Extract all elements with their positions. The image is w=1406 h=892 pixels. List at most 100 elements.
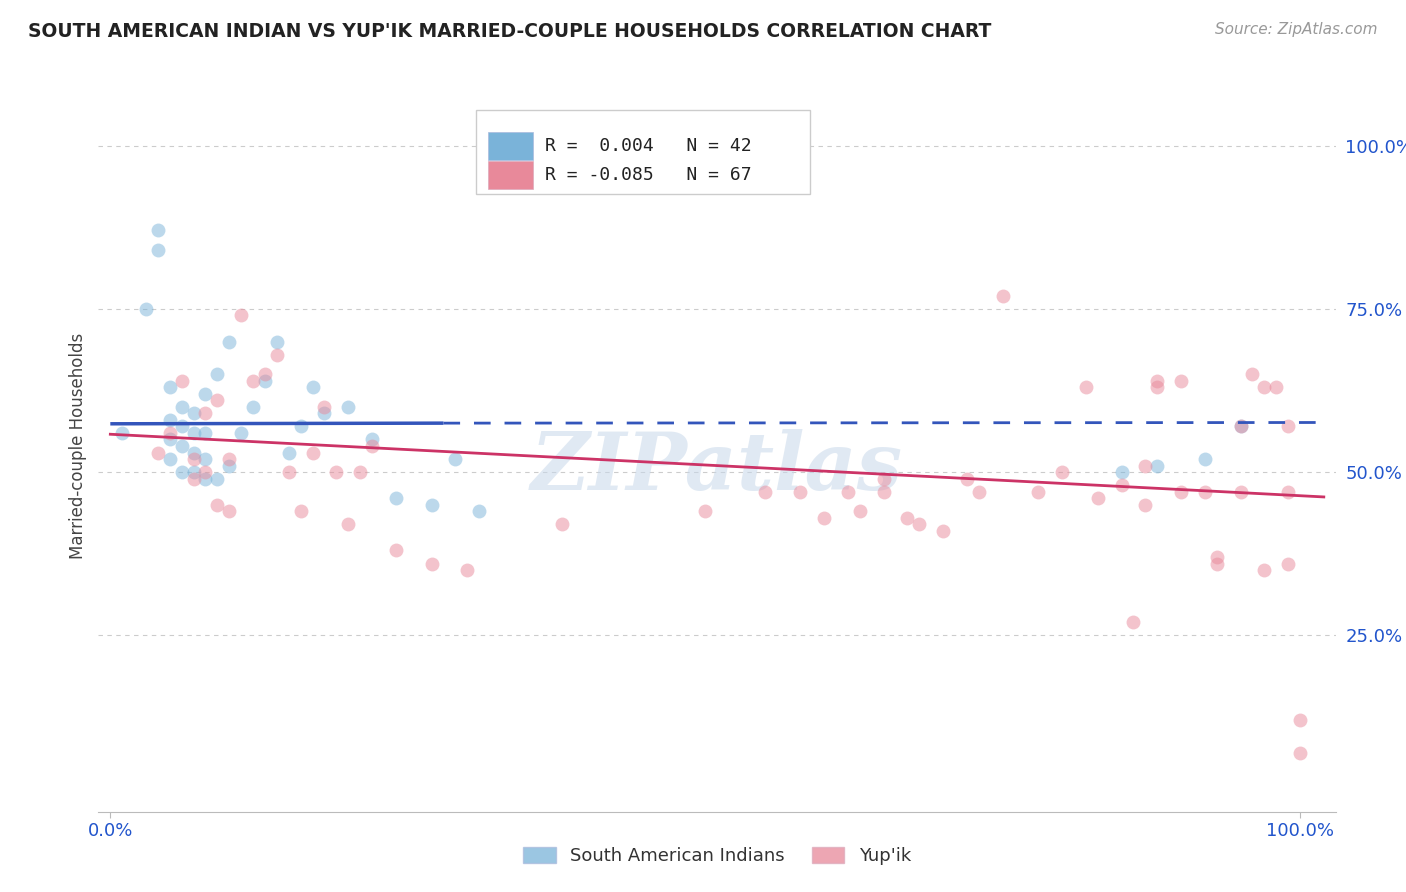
Point [242,374,264,388]
Point [1122,615,1144,630]
Point [183,472,205,486]
Point [1146,374,1168,388]
Point [1241,367,1264,381]
Point [159,452,181,467]
Point [135,301,157,316]
Point [183,452,205,467]
Point [361,433,384,447]
Point [194,452,217,467]
Point [1146,380,1168,394]
Legend: South American Indians, Yup'ik: South American Indians, Yup'ik [516,839,918,872]
Point [385,543,408,558]
Point [1205,549,1227,564]
Point [1277,557,1299,571]
Point [908,517,931,532]
Point [277,445,299,459]
Point [146,243,169,257]
Text: SOUTH AMERICAN INDIAN VS YUP'IK MARRIED-COUPLE HOUSEHOLDS CORRELATION CHART: SOUTH AMERICAN INDIAN VS YUP'IK MARRIED-… [28,22,991,41]
Point [266,334,288,349]
Point [111,425,134,440]
Point [1170,484,1192,499]
Point [1074,380,1097,394]
Point [194,425,217,440]
Point [337,517,360,532]
Point [1111,478,1133,492]
Point [218,504,240,518]
Point [159,380,181,394]
Point [837,484,859,499]
Point [207,367,229,381]
Point [349,465,371,479]
Point [159,425,181,440]
Point [896,511,918,525]
Point [170,419,193,434]
FancyBboxPatch shape [475,110,810,194]
Point [754,484,776,499]
Point [361,439,384,453]
Point [1289,714,1312,728]
Point [207,393,229,408]
Text: Source: ZipAtlas.com: Source: ZipAtlas.com [1215,22,1378,37]
Point [789,484,811,499]
Point [194,406,217,420]
Point [290,419,312,434]
Point [194,386,217,401]
Point [314,406,336,420]
Point [170,439,193,453]
Point [242,400,264,414]
Text: R = -0.085   N = 67: R = -0.085 N = 67 [546,166,752,184]
Point [146,445,169,459]
Point [1289,746,1312,760]
Point [314,400,336,414]
Point [277,465,299,479]
FancyBboxPatch shape [488,132,533,160]
Point [146,223,169,237]
Point [218,458,240,473]
Point [1194,484,1216,499]
Point [420,557,443,571]
Point [1229,419,1251,434]
Point [932,524,955,538]
Point [1026,484,1049,499]
Point [551,517,574,532]
Point [194,472,217,486]
Point [872,484,894,499]
Point [325,465,347,479]
Point [159,433,181,447]
Point [1111,465,1133,479]
Point [253,374,276,388]
Point [290,504,312,518]
Point [967,484,990,499]
Point [218,452,240,467]
Point [1050,465,1073,479]
Point [159,413,181,427]
Point [1253,380,1275,394]
Point [1146,458,1168,473]
Point [1205,557,1227,571]
Point [194,465,217,479]
Point [183,425,205,440]
Point [183,465,205,479]
Text: ZIPatlas: ZIPatlas [531,429,903,507]
Point [1277,419,1299,434]
Point [1265,380,1288,394]
Point [956,472,979,486]
Text: R =  0.004   N = 42: R = 0.004 N = 42 [546,136,752,154]
Point [385,491,408,506]
Point [1229,419,1251,434]
Point [170,374,193,388]
Point [207,472,229,486]
Point [207,498,229,512]
Point [301,445,323,459]
Point [301,380,323,394]
Point [1135,458,1157,473]
Point [1253,563,1275,577]
Point [468,504,491,518]
Point [444,452,467,467]
Point [849,504,872,518]
Point [872,472,894,486]
Point [1170,374,1192,388]
Point [218,334,240,349]
Point [1087,491,1109,506]
Point [1135,498,1157,512]
